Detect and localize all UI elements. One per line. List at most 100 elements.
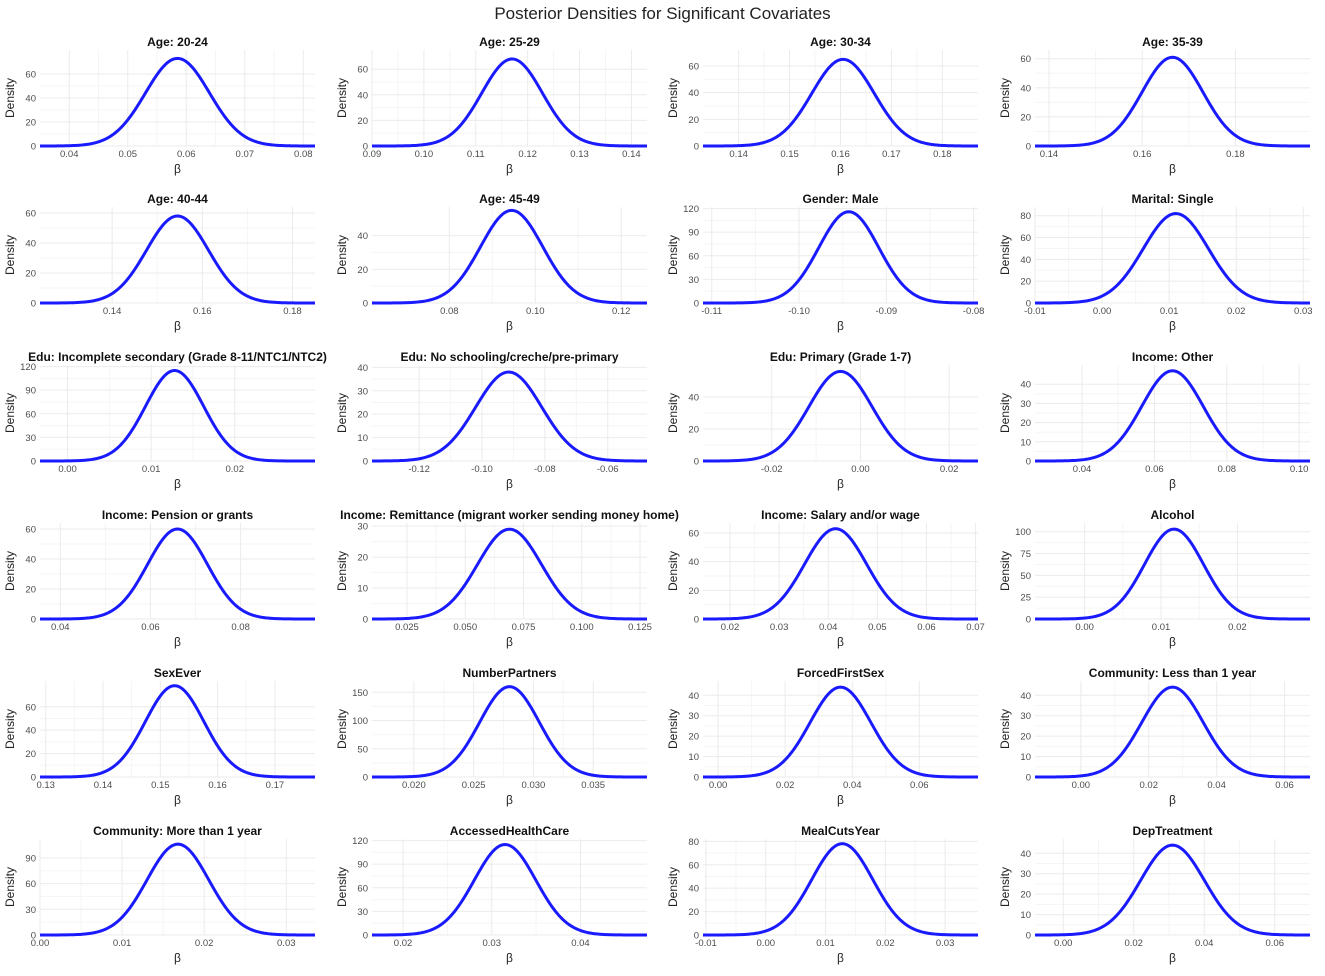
density-curve — [702, 57, 978, 148]
y-axis-label: Density — [998, 551, 1012, 591]
density-curve — [1035, 212, 1310, 305]
y-tick-label: 40 — [357, 231, 368, 242]
y-tick-label: 20 — [1020, 418, 1031, 429]
x-axis-label: β — [506, 477, 513, 491]
density-curve — [40, 369, 315, 463]
y-tick-label: 20 — [1020, 112, 1031, 123]
figure-title: Posterior Densities for Significant Cova… — [494, 4, 831, 23]
panel-title: Marital: Single — [1131, 192, 1213, 206]
x-tick-label: 0.06 — [1145, 464, 1164, 475]
y-tick-label: 0 — [1026, 773, 1031, 784]
y-tick-label: 0 — [363, 299, 368, 310]
panel-title: Community: Less than 1 year — [1089, 666, 1257, 680]
density-curve — [703, 685, 978, 779]
y-tick-label: 60 — [25, 879, 36, 890]
panel-title: Age: 40-44 — [147, 192, 208, 206]
y-tick-label: 0 — [694, 615, 699, 626]
x-tick-label: 0.02 — [1124, 938, 1143, 949]
y-axis-label: Density — [666, 78, 680, 118]
y-tick-label: 60 — [25, 70, 36, 81]
y-tick-label: 0 — [363, 773, 368, 784]
x-tick-label: 0.00 — [1072, 780, 1091, 791]
density-panel: 0.025 0.050 0.075 0.100 0.125 0 10 20 30Income: … — [335, 508, 679, 649]
y-axis-label: Density — [3, 78, 17, 118]
y-tick-label: 60 — [1020, 233, 1031, 244]
x-tick-label: 0.04 — [819, 622, 838, 633]
y-tick-label: 150 — [352, 688, 368, 699]
x-tick-label: 0.03 — [1294, 306, 1313, 317]
x-tick-label: 0.01 — [113, 938, 132, 949]
y-axis-label: Density — [3, 393, 17, 433]
density-curve — [703, 527, 978, 621]
density-curve — [1035, 527, 1310, 621]
x-axis-label: β — [837, 793, 844, 807]
x-tick-label: 0.10 — [526, 306, 545, 317]
x-tick-label: 0.04 — [1195, 938, 1214, 949]
density-curve — [1035, 55, 1310, 148]
x-axis-label: β — [174, 951, 181, 965]
x-tick-label: 0.14 — [103, 306, 122, 317]
x-tick-label: 0.04 — [60, 149, 79, 160]
y-tick-label: 30 — [357, 386, 368, 397]
panel-title: SexEver — [154, 666, 202, 680]
x-tick-label: 0.025 — [395, 622, 419, 633]
y-tick-label: 60 — [688, 529, 699, 540]
y-tick-label: 0 — [1026, 299, 1031, 310]
y-tick-label: 120 — [683, 204, 699, 215]
x-tick-label: 0.06 — [1265, 938, 1284, 949]
x-tick-label: 0.020 — [402, 780, 426, 791]
x-tick-label: 0.14 — [1040, 149, 1059, 160]
x-tick-label: 0.12 — [612, 306, 631, 317]
density-curve — [39, 214, 316, 305]
y-tick-label: 20 — [25, 118, 36, 129]
x-tick-label: 0.05 — [868, 622, 887, 633]
x-tick-label: 0.06 — [917, 622, 936, 633]
y-tick-label: 80 — [1020, 211, 1031, 222]
x-axis-label: β — [837, 951, 844, 965]
density-curve — [703, 369, 978, 463]
x-tick-label: 0.02 — [940, 464, 959, 475]
y-tick-label: 20 — [1020, 277, 1031, 288]
panel-title: Edu: Incomplete secondary (Grade 8-11/NT… — [28, 350, 327, 364]
y-axis-label: Density — [666, 709, 680, 749]
x-tick-label: 0.03 — [936, 938, 955, 949]
y-tick-label: 60 — [357, 883, 368, 894]
panel-title: Gender: Male — [802, 192, 878, 206]
x-tick-label: -0.02 — [761, 464, 783, 475]
y-axis-label: Density — [998, 867, 1012, 907]
x-axis-label: β — [506, 951, 513, 965]
x-tick-label: 0.08 — [1218, 464, 1237, 475]
panel-title: NumberPartners — [462, 666, 556, 680]
y-tick-label: 20 — [688, 586, 699, 597]
x-tick-label: 0.07 — [966, 622, 985, 633]
density-panel: 0.00 0.02 0.04 0.06 0 10 20 30 40 ForcedFirstSex β… — [666, 666, 978, 807]
density-panel: -0.02 0.00 0.02 0 20 40 Edu: Primary (Grade 1-… — [666, 350, 978, 491]
y-tick-label: 20 — [25, 585, 36, 596]
x-axis-label: β — [506, 319, 513, 333]
y-tick-label: 10 — [1020, 437, 1031, 448]
y-tick-label: 40 — [1020, 380, 1031, 391]
x-tick-label: 0.01 — [816, 938, 835, 949]
y-tick-label: 30 — [1020, 399, 1031, 410]
y-tick-label: 10 — [357, 433, 368, 444]
y-tick-label: 40 — [688, 691, 699, 702]
x-tick-label: 0.06 — [910, 780, 929, 791]
y-tick-label: 40 — [25, 726, 36, 737]
density-panel: 0.00 0.02 0.04 0.06 0 10 20 30 40 DepTreatment β De… — [998, 824, 1310, 965]
y-tick-label: 40 — [357, 90, 368, 101]
density-curve — [372, 685, 647, 779]
y-axis-label: Density — [3, 235, 17, 275]
x-tick-label: 0.03 — [483, 938, 502, 949]
x-tick-label: 0.15 — [151, 780, 170, 791]
panel-title: Age: 30-34 — [810, 35, 871, 49]
x-tick-label: 0.04 — [1073, 464, 1092, 475]
density-panel: 0.04 0.06 0.08 0.10 0 10 20 30 40 Income: Other β D… — [998, 350, 1311, 491]
x-tick-label: 0.025 — [462, 780, 486, 791]
x-axis-label: β — [506, 635, 513, 649]
density-curve — [372, 370, 648, 463]
y-tick-label: 20 — [25, 269, 36, 280]
y-tick-label: 60 — [357, 65, 368, 76]
x-tick-label: 0.02 — [876, 938, 895, 949]
y-tick-label: 30 — [1020, 711, 1031, 722]
